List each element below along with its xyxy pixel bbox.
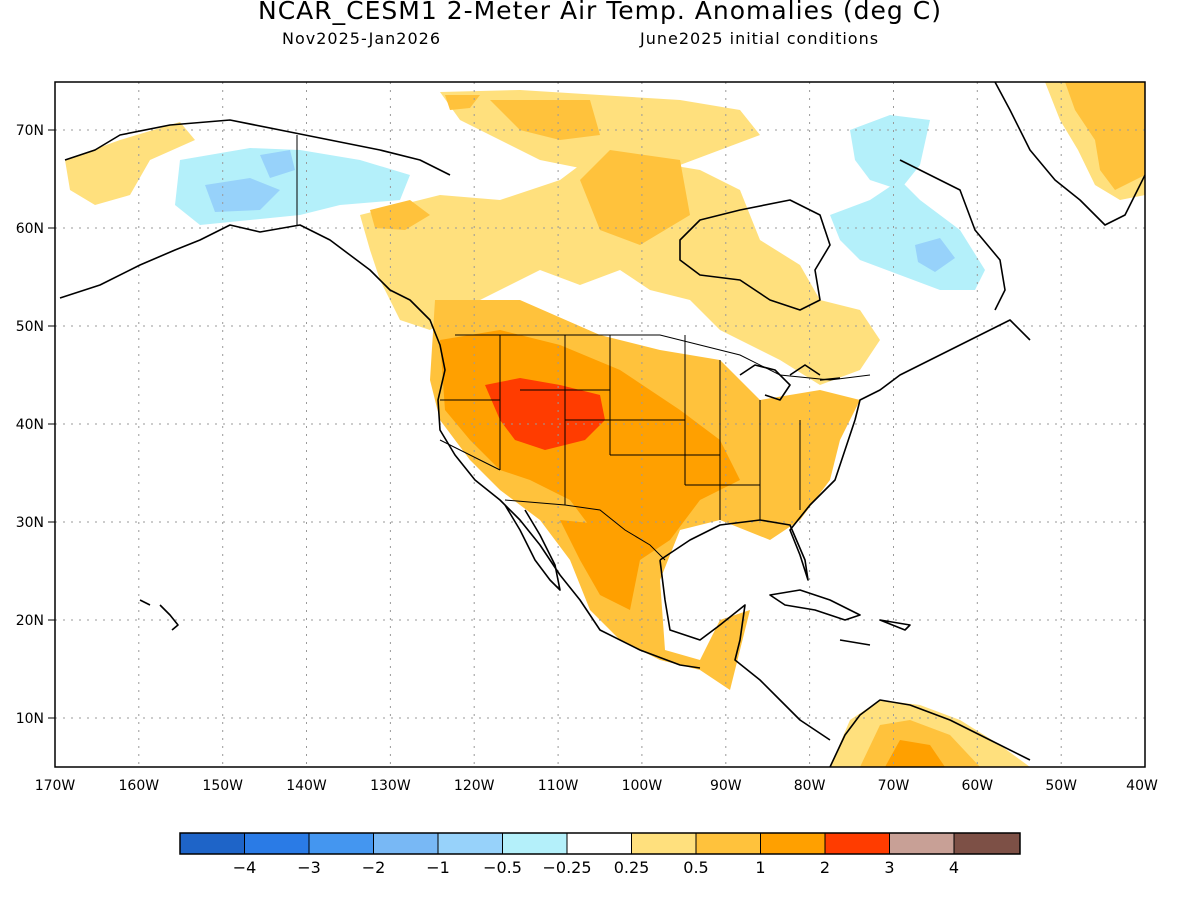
- labrador-coast: [899, 159, 1006, 311]
- coastlines: [59, 82, 1145, 767]
- legend-label-11: 3: [884, 858, 894, 877]
- lon-tick-80w: 80W: [794, 778, 826, 794]
- legend-swatch-2: [244, 833, 309, 854]
- caribbean-islands: [769, 589, 911, 646]
- lon-tick-60w: 60W: [961, 778, 993, 794]
- us-mexico-border: [504, 499, 666, 561]
- lon-tick-90w: 90W: [710, 778, 742, 794]
- lon-tick-130w: 130W: [370, 778, 411, 794]
- baja-coast: [504, 504, 561, 591]
- canada-warm-area: [360, 150, 880, 385]
- hawaii: [139, 599, 179, 631]
- lat-tick-70n: 70N: [16, 123, 44, 139]
- legend-swatch-5: [438, 833, 503, 854]
- lat-tick-20n: 20N: [16, 613, 44, 629]
- lon-tick-140w: 140W: [286, 778, 327, 794]
- political-boundaries: [296, 135, 871, 561]
- legend-label-12: 4: [949, 858, 959, 877]
- lat-tick-40n: 40N: [16, 417, 44, 433]
- lon-tick-50w: 50W: [1045, 778, 1077, 794]
- lon-tick-110w: 110W: [538, 778, 579, 794]
- legend-label-7: 0.25: [614, 858, 650, 877]
- south-america-warmest: [885, 740, 945, 767]
- lat-tick-50n: 50N: [16, 319, 44, 335]
- legend-label-2: −3: [297, 858, 321, 877]
- state-borders: [439, 335, 801, 520]
- legend-swatch-9: [696, 833, 761, 854]
- legend-swatch-4: [373, 833, 438, 854]
- lon-tick-100w: 100W: [622, 778, 663, 794]
- legend-swatch-12: [889, 833, 954, 854]
- lon-tick-70w: 70W: [878, 778, 910, 794]
- color-legend: −4 −3 −2 −1 −0.5 −0.25 0.25 0.5 1 2 3 4: [179, 832, 1021, 877]
- legend-swatch-11: [825, 833, 890, 854]
- legend-label-8: 0.5: [683, 858, 708, 877]
- east-coast: [854, 319, 1031, 421]
- lat-tick-60n: 60N: [16, 221, 44, 237]
- legend-label-4: −1: [426, 858, 450, 877]
- labrador-cooler-area: [915, 238, 955, 272]
- legend-swatch-3: [309, 833, 374, 854]
- lat-tick-30n: 30N: [16, 515, 44, 531]
- legend-label-10: 2: [820, 858, 830, 877]
- hudson-bay-coast: [679, 199, 831, 311]
- lon-tick-40w: 40W: [1126, 778, 1158, 794]
- gulf-coast: [659, 419, 856, 741]
- lon-tick-labels: 170W 160W 150W 140W 130W 120W 110W 100W …: [35, 778, 1158, 794]
- alaska-cooler-area: [205, 178, 280, 212]
- south-america-coast: [829, 699, 1031, 767]
- lon-tick-160w: 160W: [119, 778, 160, 794]
- lon-tick-150w: 150W: [202, 778, 243, 794]
- baffin-cool-area: [850, 115, 930, 190]
- initial-conditions: June2025 initial conditions: [640, 29, 880, 48]
- anomaly-field: [65, 82, 1145, 767]
- legend-frame: [179, 832, 1021, 855]
- alaska-warm-area: [65, 122, 195, 205]
- canada-warm-patch: [370, 200, 430, 230]
- lat-tick-10n: 10N: [16, 711, 44, 727]
- legend-label-9: 1: [755, 858, 765, 877]
- greenland-coast: [994, 82, 1145, 226]
- legend-swatch-6: [502, 833, 567, 854]
- forecast-period: Nov2025-Jan2026: [282, 29, 441, 48]
- legend-swatch-10: [760, 833, 825, 854]
- mexico-warmer-area: [560, 520, 640, 610]
- alaska-cool-area-2: [260, 150, 295, 178]
- greenland-warmer-area: [1065, 82, 1145, 190]
- lat-tick-labels: 10N 20N 30N 40N 50N 60N 70N: [16, 123, 55, 727]
- map-title: NCAR_CESM1 2-Meter Air Temp. Anomalies (…: [258, 0, 942, 25]
- legend-label-6: −0.25: [542, 858, 591, 877]
- west-coastline: [59, 224, 701, 669]
- legend-swatch-13: [954, 833, 1020, 854]
- rockies-max-anomaly: [485, 378, 605, 450]
- lon-tick-120w: 120W: [454, 778, 495, 794]
- legend-label-5: −0.5: [483, 858, 522, 877]
- legend-swatch-7: [567, 833, 632, 854]
- map-grid: [55, 82, 1145, 767]
- arctic-islands-warmer: [445, 95, 690, 245]
- lon-tick-170w: 170W: [35, 778, 76, 794]
- legend-swatch-1: [180, 833, 245, 854]
- legend-label-3: −2: [362, 858, 386, 877]
- legend-label-1: −4: [233, 858, 257, 877]
- legend-swatch-8: [631, 833, 696, 854]
- us-canada-border: [455, 334, 871, 381]
- alaska-north-coast: [64, 119, 451, 176]
